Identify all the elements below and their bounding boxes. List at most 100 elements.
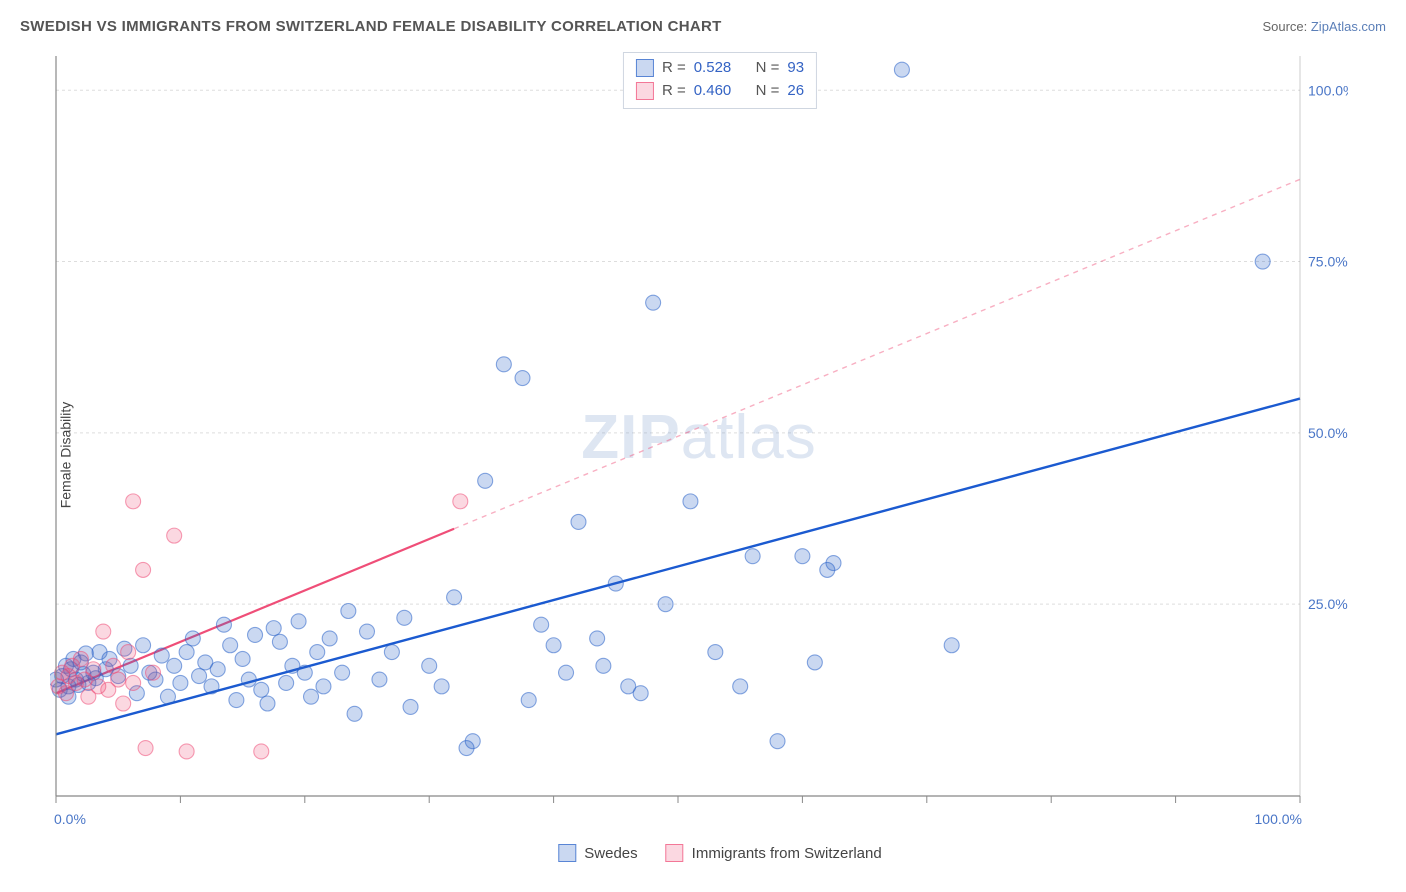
swatch-blue: [558, 844, 576, 862]
data-point: [123, 658, 138, 673]
data-point: [360, 624, 375, 639]
legend-row-swedes: R = 0.528 N = 93: [636, 57, 804, 80]
data-point: [73, 651, 88, 666]
swatch-pink: [636, 82, 654, 100]
data-point: [304, 689, 319, 704]
data-point: [179, 744, 194, 759]
scatter-chart: ZIPatlas 25.0%50.0%75.0%100.0% 0.0%100.0…: [50, 48, 1348, 838]
data-point: [266, 621, 281, 636]
data-point: [248, 627, 263, 642]
data-point: [160, 689, 175, 704]
y-tick-label: 50.0%: [1308, 425, 1348, 441]
data-point: [136, 638, 151, 653]
data-point: [397, 610, 412, 625]
data-point: [272, 634, 287, 649]
data-point: [241, 672, 256, 687]
source-attribution: Source: ZipAtlas.com: [1262, 19, 1386, 34]
data-point: [210, 662, 225, 677]
data-point: [254, 682, 269, 697]
data-point: [216, 617, 231, 632]
data-point: [447, 590, 462, 605]
data-point: [121, 645, 136, 660]
data-point: [291, 614, 306, 629]
data-point: [571, 514, 586, 529]
swatch-blue: [636, 59, 654, 77]
y-tick-label: 75.0%: [1308, 254, 1348, 270]
data-point: [146, 665, 161, 680]
n-value-swedes: 93: [787, 57, 804, 80]
data-point: [496, 357, 511, 372]
data-point: [173, 675, 188, 690]
data-point: [126, 675, 141, 690]
data-point: [297, 665, 312, 680]
source-prefix: Source:: [1262, 19, 1310, 34]
x-tick-label: 0.0%: [54, 811, 86, 827]
data-point: [546, 638, 561, 653]
legend-label: Immigrants from Switzerland: [692, 845, 882, 862]
data-point: [658, 597, 673, 612]
n-label: N =: [756, 57, 780, 80]
data-point: [521, 693, 536, 708]
data-point: [944, 638, 959, 653]
r-label: R =: [662, 80, 686, 103]
data-point: [434, 679, 449, 694]
data-point: [204, 679, 219, 694]
data-point: [372, 672, 387, 687]
data-point: [310, 645, 325, 660]
data-point: [534, 617, 549, 632]
chart-container: Female Disability ZIPatlas 25.0%50.0%75.…: [50, 48, 1390, 862]
data-point: [335, 665, 350, 680]
y-axis-label: Female Disability: [57, 402, 73, 509]
data-point: [683, 494, 698, 509]
data-point: [316, 679, 331, 694]
data-point: [559, 665, 574, 680]
data-point: [179, 645, 194, 660]
series-legend: Swedes Immigrants from Switzerland: [558, 844, 881, 862]
data-point: [596, 658, 611, 673]
data-point: [116, 696, 131, 711]
data-point: [185, 631, 200, 646]
data-point: [708, 645, 723, 660]
data-point: [322, 631, 337, 646]
r-label: R =: [662, 57, 686, 80]
data-point: [608, 576, 623, 591]
watermark: ZIPatlas: [581, 403, 816, 472]
data-point: [136, 562, 151, 577]
data-point: [745, 549, 760, 564]
legend-row-immigrants: R = 0.460 N = 26: [636, 80, 804, 103]
data-point: [795, 549, 810, 564]
data-point: [192, 669, 207, 684]
data-point: [633, 686, 648, 701]
legend-item-immigrants: Immigrants from Switzerland: [666, 844, 882, 862]
data-point: [229, 693, 244, 708]
data-point: [154, 648, 169, 663]
r-value-swedes: 0.528: [694, 57, 732, 80]
data-point: [167, 658, 182, 673]
data-point: [1255, 254, 1270, 269]
data-point: [235, 651, 250, 666]
legend-item-swedes: Swedes: [558, 844, 637, 862]
legend-label: Swedes: [584, 845, 637, 862]
data-point: [384, 645, 399, 660]
data-point: [770, 734, 785, 749]
x-tick-label: 100.0%: [1255, 811, 1302, 827]
data-point: [733, 679, 748, 694]
data-point: [478, 473, 493, 488]
data-point: [126, 494, 141, 509]
chart-title: SWEDISH VS IMMIGRANTS FROM SWITZERLAND F…: [20, 18, 722, 35]
data-point: [807, 655, 822, 670]
source-link[interactable]: ZipAtlas.com: [1311, 19, 1386, 34]
data-point: [347, 706, 362, 721]
data-point: [254, 744, 269, 759]
data-point: [453, 494, 468, 509]
data-point: [590, 631, 605, 646]
swatch-pink: [666, 844, 684, 862]
y-tick-label: 100.0%: [1308, 82, 1348, 98]
data-point: [341, 604, 356, 619]
data-point: [138, 741, 153, 756]
data-point: [96, 624, 111, 639]
data-point: [167, 528, 182, 543]
data-point: [403, 699, 418, 714]
data-point: [515, 371, 530, 386]
data-point: [465, 734, 480, 749]
